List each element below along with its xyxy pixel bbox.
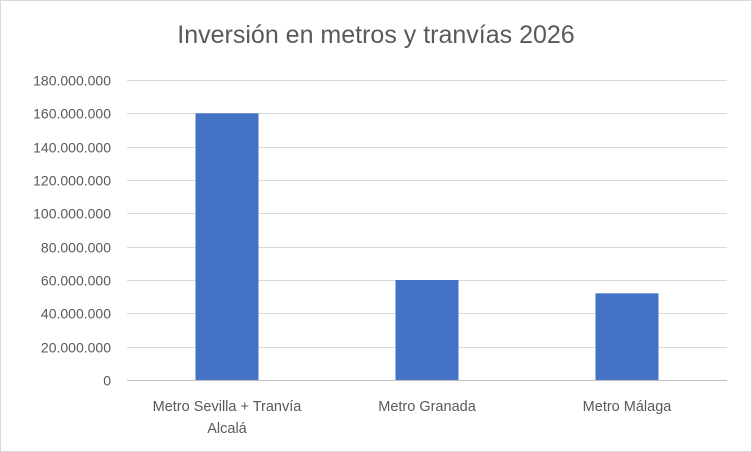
y-tick-label: 0 — [103, 373, 111, 389]
y-tick-label: 80.000.000 — [41, 240, 111, 256]
y-tick-label: 140.000.000 — [33, 140, 111, 156]
y-tick-label: 180.000.000 — [33, 73, 111, 89]
bar — [595, 293, 659, 380]
bar — [195, 113, 259, 380]
y-tick-label: 100.000.000 — [33, 206, 111, 222]
category-label: Metro Sevilla + Tranvía Alcalá — [153, 399, 303, 437]
y-tick-label: 120.000.000 — [33, 173, 111, 189]
category-label: Metro Málaga — [583, 399, 673, 415]
y-tick-label: 40.000.000 — [41, 306, 111, 322]
y-tick-label: 60.000.000 — [41, 273, 111, 289]
category-labels: Metro Sevilla + Tranvía Alcalá Metro Grana… — [153, 399, 673, 437]
bar — [395, 280, 459, 380]
category-label: Metro Granada — [378, 399, 476, 415]
y-tick-labels: 0 20.000.000 40.000.000 60.000.000 80.000.00… — [33, 73, 111, 389]
chart-title: Inversión en metros y tranvías 2026 — [177, 21, 575, 49]
y-tick-label: 20.000.000 — [41, 340, 111, 356]
y-tick-label: 160.000.000 — [33, 106, 111, 122]
bars — [195, 113, 659, 380]
